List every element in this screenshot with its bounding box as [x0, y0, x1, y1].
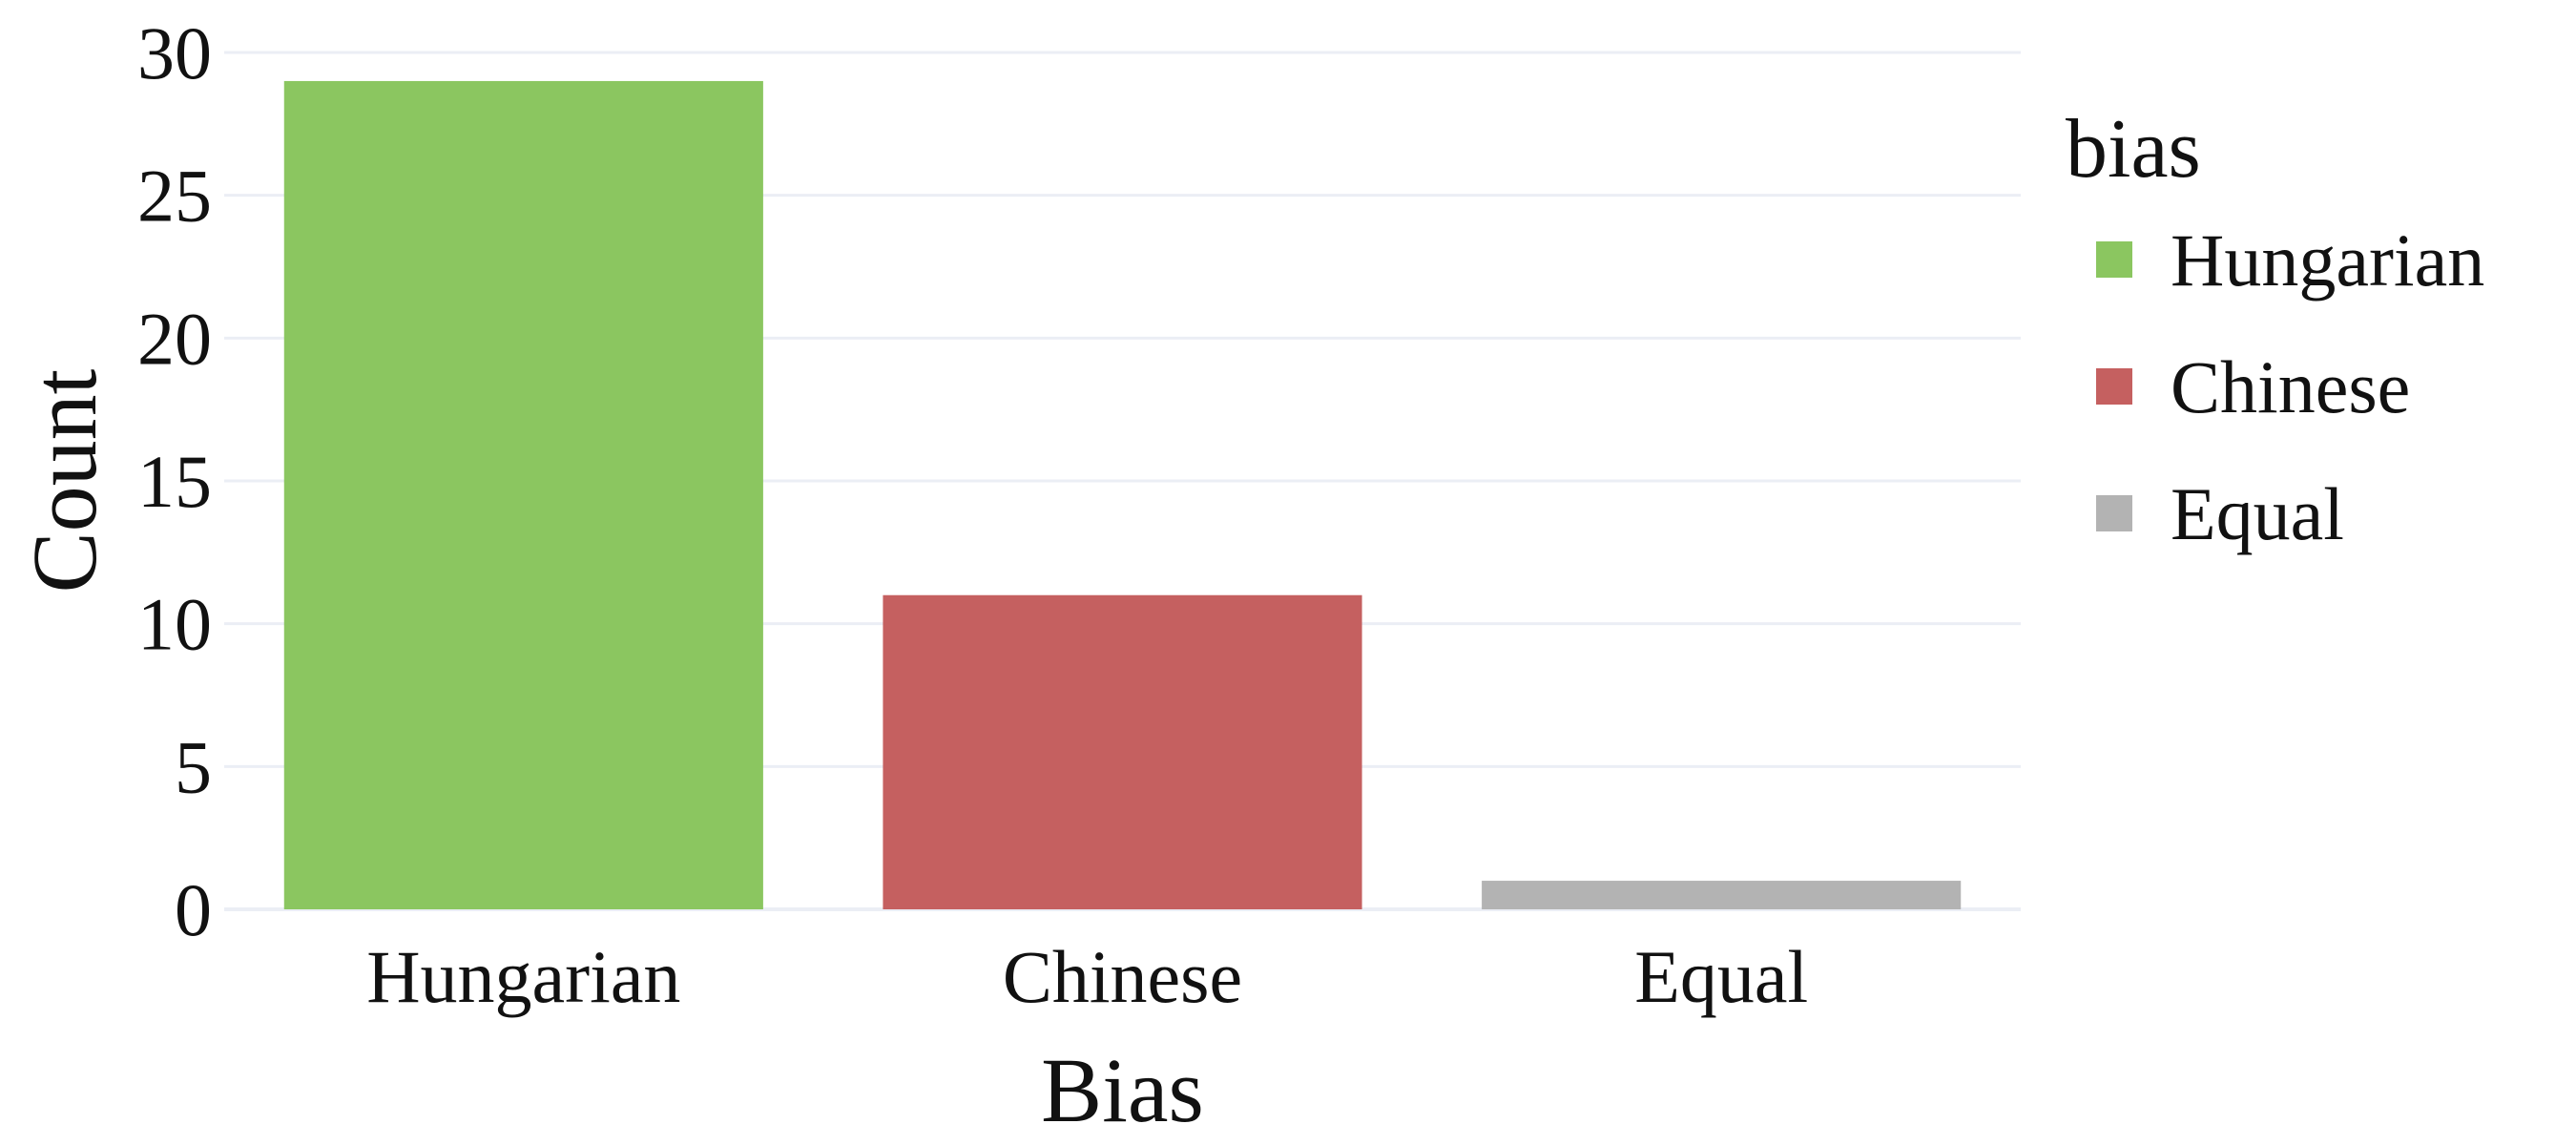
legend-entries: Hungarian Chinese Equal	[2096, 219, 2484, 555]
legend: bias Hungarian Chinese Equal	[2066, 103, 2484, 555]
y-axis-ticks: 0 5 10 15 20 25 30	[137, 11, 212, 951]
legend-title: bias	[2066, 103, 2201, 196]
legend-swatch	[2096, 495, 2132, 531]
legend-swatch	[2096, 241, 2132, 278]
y-tick-label: 15	[137, 440, 212, 523]
legend-swatch	[2096, 368, 2132, 405]
x-tick-label: Hungarian	[366, 935, 680, 1018]
y-tick-label: 5	[175, 725, 212, 808]
y-tick-label: 10	[137, 583, 212, 666]
legend-label: Chinese	[2171, 345, 2410, 428]
bar-hungarian	[283, 80, 763, 909]
x-tick-label: Chinese	[1003, 935, 1242, 1018]
x-tick-label: Equal	[1634, 935, 1808, 1018]
legend-label: Equal	[2171, 472, 2344, 555]
y-tick-label: 20	[137, 297, 212, 380]
y-tick-label: 25	[137, 155, 212, 238]
bars	[283, 80, 1962, 909]
y-tick-label: 30	[137, 11, 212, 94]
legend-label: Hungarian	[2171, 219, 2484, 302]
y-axis-title: Count	[13, 368, 115, 593]
x-axis-title: Bias	[1041, 1039, 1204, 1141]
x-axis-ticks: Hungarian Chinese Equal	[366, 935, 1808, 1018]
y-tick-label: 0	[175, 868, 212, 951]
bar-equal	[1482, 881, 1962, 909]
bar-chinese	[883, 594, 1362, 909]
